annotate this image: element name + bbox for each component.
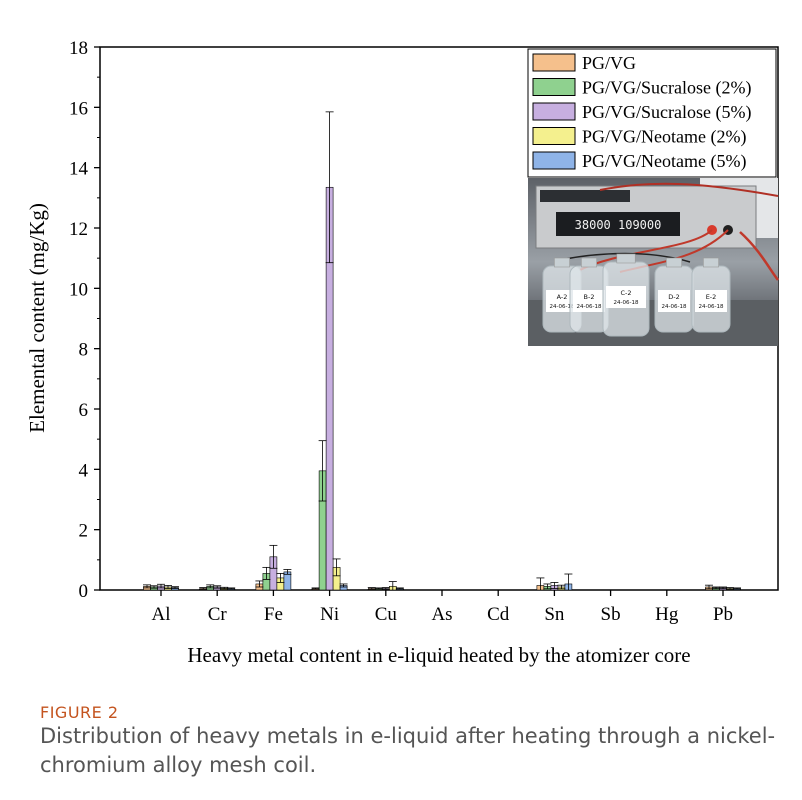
y-tick-label: 14 <box>69 159 89 180</box>
x-tick-label: Fe <box>264 604 283 625</box>
x-axis: Al Cr Fe Ni Cu As Cd Sn Sb Hg Pb <box>152 590 733 625</box>
x-tick-label: Cd <box>487 604 510 625</box>
bottle-label-code: E-2 <box>706 293 717 301</box>
bottle-cap <box>666 257 682 268</box>
legend-label: PG/VG/Neotame (2%) <box>582 127 746 148</box>
y-tick-label: 6 <box>79 400 89 421</box>
figure-label: FIGURE 2 <box>40 703 119 722</box>
power-supply-readout: 38000 109000 <box>575 218 662 232</box>
bottle-label <box>695 290 727 312</box>
y-tick-label: 8 <box>79 340 89 361</box>
y-axis: 0 2 4 6 8 10 12 14 16 18 <box>69 38 100 602</box>
bottle-label-date: 24-06-18 <box>662 304 687 310</box>
bottle-cap <box>581 257 597 268</box>
legend-swatch <box>532 78 576 96</box>
x-tick-label: Pb <box>713 604 733 625</box>
legend-label: PG/VG/Sucralose (5%) <box>582 102 751 123</box>
inset-photo: 38000 109000 A-2 24-06-18 B-2 24-06-18 C-2 24… <box>528 178 779 346</box>
bottle-label-code: C-2 <box>620 289 631 297</box>
legend-label: PG/VG <box>582 53 636 73</box>
bottle-label-code: D-2 <box>668 293 680 301</box>
y-tick-label: 12 <box>69 219 88 240</box>
legend-swatch <box>532 127 576 145</box>
bottle-label <box>658 290 690 312</box>
bottle-label-code: A-2 <box>557 293 568 301</box>
bottle-label <box>573 290 605 312</box>
x-tick-label: Cr <box>208 604 228 625</box>
x-tick-label: Sb <box>601 604 621 625</box>
legend: PG/VG PG/VG/Sucralose (2%) PG/VG/Sucralose… <box>527 48 777 178</box>
bottle-label-date: 24-06-18 <box>699 304 724 310</box>
legend-swatch <box>532 53 576 72</box>
x-tick-label: Ni <box>320 604 339 625</box>
x-tick-label: Hg <box>655 604 679 625</box>
legend-label: PG/VG/Sucralose (2%) <box>582 78 751 99</box>
bottle-label-date: 24-06-18 <box>550 304 575 310</box>
y-tick-label: 4 <box>79 460 89 481</box>
y-tick-label: 16 <box>69 98 88 119</box>
y-tick-label: 10 <box>69 279 88 300</box>
error-bars-group <box>143 111 741 590</box>
bottle-cap <box>616 253 636 264</box>
legend-swatch <box>532 151 576 170</box>
y-axis-label: Elemental content (mg/Kg) <box>25 203 49 433</box>
figure-caption: Distribution of heavy metals in e-liquid… <box>40 724 776 777</box>
x-tick-label: Cu <box>375 604 398 625</box>
bottle-label-date: 24-06-18 <box>577 304 602 310</box>
y-tick-label: 18 <box>69 38 88 59</box>
bar-chart: 0 2 4 6 8 10 12 14 16 18 Al Cr Fe Ni Cu As Cd Sn Sb Hg Pb H… <box>25 38 779 667</box>
x-axis-label: Heavy metal content in e-liquid heated b… <box>187 643 690 667</box>
bottle-label-code: B-2 <box>584 293 595 301</box>
x-tick-label: Sn <box>544 604 565 625</box>
y-tick-label: 0 <box>79 581 89 602</box>
y-tick-label: 2 <box>79 521 89 542</box>
bottle-label <box>606 286 646 308</box>
bottle-cap <box>703 257 719 268</box>
bottle-label-date: 24-06-18 <box>614 300 639 306</box>
x-tick-label: Al <box>152 604 171 625</box>
x-tick-label: As <box>431 604 452 625</box>
bottle-cap <box>554 257 570 268</box>
legend-label: PG/VG/Neotame (5%) <box>582 151 746 172</box>
legend-swatch <box>532 102 576 121</box>
